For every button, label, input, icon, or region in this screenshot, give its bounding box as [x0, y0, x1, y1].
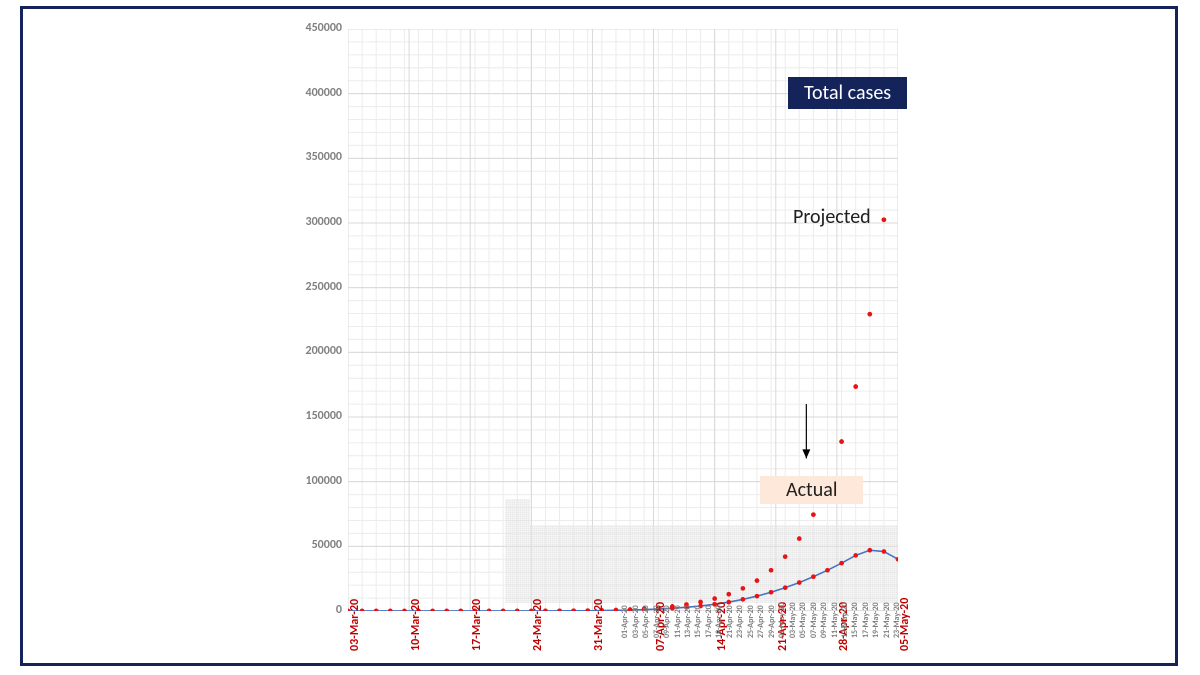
- x-tick-small: 15-Apr-20: [693, 605, 703, 638]
- plot-area: [348, 29, 898, 611]
- y-tick: 0: [282, 603, 342, 617]
- x-tick-small: 09-May-20: [819, 602, 829, 638]
- projected-label: Projected: [793, 205, 871, 229]
- x-tick-bold: 31-Mar-20: [592, 599, 606, 651]
- x-tick-small: 07-Apr-20: [652, 605, 662, 638]
- x-tick-small: 23-Apr-20: [735, 605, 745, 638]
- x-tick-small: 25-Apr-20: [746, 605, 756, 638]
- x-tick-small: 01-Apr-20: [620, 605, 630, 638]
- plot-overlay: [348, 29, 898, 611]
- y-tick: 200000: [282, 344, 342, 358]
- x-tick-small: 27-Apr-20: [756, 605, 766, 638]
- x-tick-small: 17-May-20: [861, 602, 871, 638]
- x-tick-small: 15-May-20: [850, 602, 860, 638]
- projected-label-text: Projected: [793, 205, 871, 229]
- title-badge-text: Total cases: [804, 81, 891, 105]
- x-tick-small: 09-Apr-20: [662, 605, 672, 638]
- actual-label-text: Actual: [786, 478, 837, 502]
- x-tick-bold: 24-Mar-20: [531, 599, 545, 651]
- x-tick-small: 07-May-20: [809, 602, 819, 638]
- x-tick-small: 01-May-20: [777, 602, 787, 638]
- x-tick-bold: 10-Mar-20: [409, 599, 423, 651]
- x-tick-small: 21-May-20: [882, 602, 892, 638]
- actual-label: Actual: [760, 476, 863, 504]
- x-tick-bold: 17-Mar-20: [470, 599, 484, 651]
- x-tick-small: 13-Apr-20: [683, 605, 693, 638]
- x-tick-small: 21-Apr-20: [725, 605, 735, 638]
- y-tick: 300000: [282, 215, 342, 229]
- y-tick: 250000: [282, 280, 342, 294]
- x-tick-small: 05-May-20: [798, 602, 808, 638]
- y-tick: 100000: [282, 474, 342, 488]
- x-tick-small: 11-May-20: [830, 602, 840, 638]
- y-tick: 50000: [282, 538, 342, 552]
- x-tick-small: 03-May-20: [788, 602, 798, 638]
- y-tick: 150000: [282, 409, 342, 423]
- x-tick-small: 19-May-20: [871, 602, 881, 638]
- x-tick-small: 13-May-20: [840, 602, 850, 638]
- chart-frame: 0 50000 100000 150000 200000 250000 300000 3500…: [20, 6, 1178, 666]
- x-tick-bold: 03-Mar-20: [348, 599, 362, 651]
- x-tick-small: 11-Apr-20: [673, 605, 683, 638]
- x-tick-small: 29-Apr-20: [767, 605, 777, 638]
- x-tick-small: 03-Apr-20: [631, 605, 641, 638]
- x-tick-small: 05-Apr-20: [641, 605, 651, 638]
- title-badge: Total cases: [788, 77, 907, 109]
- x-tick-small: 17-Apr-20: [704, 605, 714, 638]
- y-tick: 350000: [282, 150, 342, 164]
- x-tick-small: 23-May-20: [892, 602, 902, 638]
- y-tick: 400000: [282, 86, 342, 100]
- x-tick-small: 19-Apr-20: [714, 605, 724, 638]
- y-tick: 450000: [282, 21, 342, 35]
